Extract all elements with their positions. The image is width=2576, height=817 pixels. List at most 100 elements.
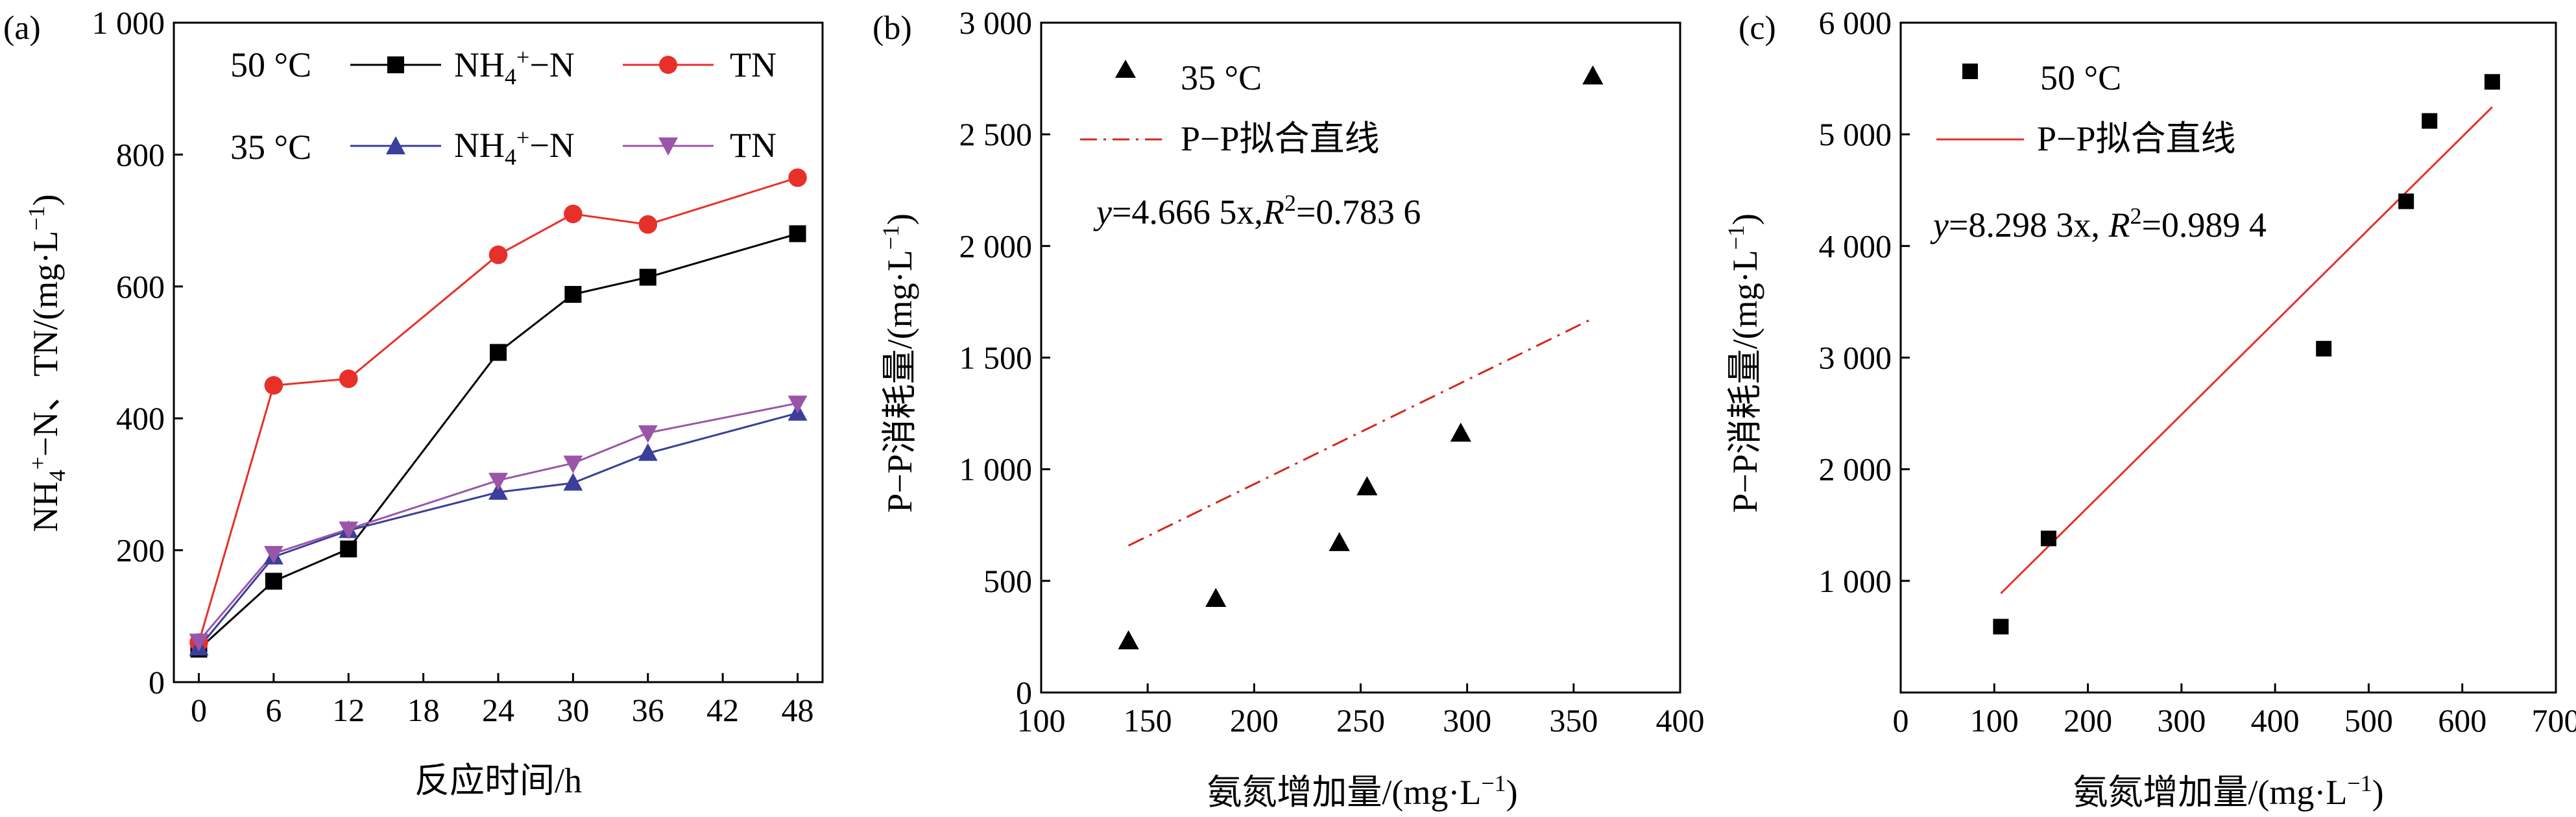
data-point-3: [1356, 476, 1378, 495]
panel-b-fit-line: [1127, 317, 1594, 547]
data-point-2: [2316, 340, 2332, 357]
panel-c-x-ticks: 0 100 200 300 400 500 600 700: [1893, 683, 2576, 739]
legend-label-50c: 50 °C: [2040, 58, 2121, 97]
panel-b-legend: 35 °C P−P拟合直线: [1080, 58, 1380, 158]
panel-a-y-tick-label: 600: [116, 268, 165, 305]
panel-a-x-tick-label: 24: [482, 692, 514, 728]
panel-a-x-axis-title: 反应时间/h: [415, 761, 582, 800]
legend-label-35c: 35 °C: [1181, 58, 1262, 97]
panel-a-y-tick-label: 0: [149, 664, 165, 700]
data-point-5: [2484, 74, 2500, 90]
series-line-2: [198, 412, 798, 649]
legend-marker-35c: [1115, 60, 1136, 78]
panel-b-y-tick-label: 1 000: [959, 451, 1033, 488]
panel-b-label: (b): [873, 10, 912, 47]
data-point-0: [1118, 630, 1139, 650]
panel-c-equation: y=8.298 3x, R2=0.989 4: [1930, 203, 2267, 244]
panel-a-y-axis-title: NH4+−N、TN/(mg·L−1): [23, 195, 70, 532]
panel-c-y-tick-label: 4 000: [1819, 228, 1892, 264]
panel-b-equation: y=4.666 5x,R2=0.783 6: [1093, 190, 1421, 231]
data-point-s1-6: [788, 168, 807, 187]
panel-c-fit-line: [2000, 106, 2493, 595]
panel-c-x-tick-label: 0: [1893, 702, 1909, 739]
data-point-s1-5: [638, 215, 658, 234]
legend-marker-tn-50c: [659, 56, 677, 74]
panel-b-x-tick-label: 400: [1656, 702, 1705, 739]
legend-label-nh4-50c: NH4+−N: [454, 44, 575, 89]
panel-c-x-tick-label: 500: [2344, 702, 2393, 739]
panel-a-label: (a): [3, 10, 41, 47]
panel-c-legend: 50 °C P−P拟合直线: [1936, 58, 2236, 158]
data-point-s0-1: [265, 573, 282, 590]
legend-group-50c: 50 °C: [230, 45, 311, 84]
legend-marker-50c: [1962, 64, 1978, 79]
panel-a-x-tick-label: 42: [706, 692, 739, 728]
panel-b-x-tick-label: 150: [1124, 702, 1172, 739]
panel-a-x-tick-label: 36: [632, 692, 664, 728]
data-point-0: [1993, 619, 2009, 635]
data-point-1: [1205, 587, 1227, 607]
data-point-3: [2398, 193, 2414, 209]
panel-a-x-tick-label: 18: [407, 692, 440, 728]
legend-label-tn-50c: TN: [730, 45, 776, 84]
panel-a-x-tick-label: 30: [557, 692, 589, 728]
panel-a-y-tick-label: 800: [116, 136, 165, 172]
panel-c-x-tick-label: 700: [2532, 702, 2576, 739]
panel-a-y-tick-label: 1 000: [92, 5, 165, 41]
legend-marker-nh4-50c: [387, 56, 404, 73]
legend-label-fit-b: P−P拟合直线: [1181, 119, 1380, 158]
data-point-s3-4: [563, 455, 583, 473]
panel-b-x-tick-label: 250: [1336, 702, 1385, 739]
panel-c-x-tick-label: 600: [2438, 702, 2486, 739]
panel-b-y-tick-label: 500: [983, 563, 1032, 599]
panel-a-x-tick-label: 6: [265, 692, 282, 728]
panel-b-x-tick-label: 100: [1017, 702, 1066, 739]
panel-b: (b) 100 150 200 250 300 350 400 0 500 1 000 1 500…: [873, 5, 1705, 812]
data-point-2: [1329, 532, 1350, 551]
series-line-0: [198, 232, 798, 650]
data-point-s3-0: [189, 633, 209, 652]
data-point-s0-5: [639, 268, 656, 286]
data-point-s1-1: [264, 376, 283, 395]
panel-a-x-tick-label: 12: [332, 692, 365, 728]
panel-b-x-tick-label: 350: [1549, 702, 1598, 739]
panel-c: (c) 0 100 200 300 400 500 600 700 1 000 2 000 3 0…: [1723, 5, 2576, 812]
panel-b-x-ticks: 100 150 200 250 300 350 400: [1017, 683, 1705, 739]
panel-c-y-axis-title: P−P消耗量/(mg·L−1): [1723, 213, 1764, 513]
data-point-s1-2: [339, 369, 358, 388]
legend-marker-tn-35c: [658, 137, 678, 156]
panel-b-x-tick-label: 200: [1230, 702, 1279, 739]
data-point-s3-5: [638, 425, 658, 444]
panel-a-x-tick-label: 48: [782, 692, 814, 728]
data-point-s0-3: [490, 344, 507, 361]
data-point-5: [1582, 65, 1604, 85]
data-point-s0-6: [789, 225, 806, 243]
panel-c-y-tick-label: 2 000: [1819, 451, 1892, 488]
panel-b-y-tick-label: 0: [1016, 674, 1032, 711]
panel-b-y-tick-label: 3 000: [959, 5, 1033, 41]
panel-b-y-ticks: 0 500 1 000 1 500 2 000 2 500 3 000: [959, 5, 1050, 711]
panel-c-y-tick-label: 1 000: [1819, 563, 1892, 599]
panel-c-y-tick-label: 6 000: [1819, 5, 1892, 41]
panel-a-legend: 50 °C NH4+−N TN 35 °C NH4+−N TN: [230, 44, 776, 170]
data-point-s1-4: [564, 204, 583, 224]
data-point-s3-3: [488, 473, 508, 491]
panel-a-x-tick-label: 0: [191, 692, 207, 728]
panel-c-y-ticks: 1 000 2 000 3 000 4 000 5 000 6 000: [1819, 5, 1910, 599]
data-point-s0-2: [340, 540, 357, 558]
data-point-1: [2040, 530, 2056, 547]
data-point-4: [2422, 113, 2438, 129]
panel-a-y-tick-label: 200: [116, 532, 165, 569]
data-point-s2-3: [488, 482, 508, 500]
data-point-s0-4: [564, 286, 582, 303]
fit-line: [2000, 106, 2493, 595]
legend-label-nh4-35c: NH4+−N: [454, 124, 575, 170]
data-point-s2-5: [638, 443, 658, 461]
legend-marker-nh4-35c: [386, 136, 405, 154]
panel-c-x-tick-label: 400: [2251, 702, 2300, 739]
panel-c-y-tick-label: 5 000: [1819, 116, 1892, 152]
panel-a-series-points: [189, 168, 808, 658]
panel-a-y-ticks: 0 200 400 600 800 1 000: [92, 5, 183, 700]
data-point-4: [1450, 422, 1471, 442]
